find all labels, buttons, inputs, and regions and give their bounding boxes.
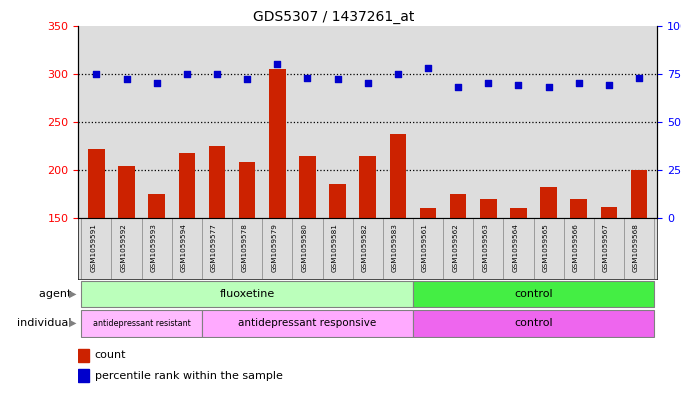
Text: GSM1059567: GSM1059567 xyxy=(603,223,609,272)
Point xyxy=(543,84,554,90)
Point xyxy=(513,82,524,88)
Text: GSM1059565: GSM1059565 xyxy=(543,223,549,272)
Text: GSM1059561: GSM1059561 xyxy=(422,223,428,272)
Point xyxy=(272,61,283,67)
Text: GSM1059578: GSM1059578 xyxy=(241,223,247,272)
Text: individual: individual xyxy=(17,318,75,328)
Text: GDS5307 / 1437261_at: GDS5307 / 1437261_at xyxy=(253,10,414,24)
Text: agent: agent xyxy=(39,289,75,299)
Bar xyxy=(540,187,557,218)
Point xyxy=(362,80,373,86)
Bar xyxy=(419,208,437,218)
Text: ▶: ▶ xyxy=(69,318,77,328)
Bar xyxy=(78,349,89,362)
Point xyxy=(483,80,494,86)
Bar xyxy=(208,146,225,218)
Text: GSM1059591: GSM1059591 xyxy=(91,223,97,272)
Text: antidepressant resistant: antidepressant resistant xyxy=(93,319,191,328)
Text: control: control xyxy=(514,318,553,328)
Text: GSM1059581: GSM1059581 xyxy=(332,223,338,272)
Bar xyxy=(330,184,346,218)
Bar xyxy=(202,310,413,336)
Text: fluoxetine: fluoxetine xyxy=(219,289,274,299)
Point xyxy=(423,65,434,71)
Point xyxy=(302,74,313,81)
Point xyxy=(603,82,614,88)
Bar xyxy=(631,170,648,218)
Text: GSM1059568: GSM1059568 xyxy=(633,223,639,272)
Point xyxy=(332,76,343,83)
Point xyxy=(242,76,253,83)
Text: GSM1059580: GSM1059580 xyxy=(302,223,307,272)
Bar xyxy=(571,199,587,218)
Point xyxy=(91,70,102,77)
Text: ▶: ▶ xyxy=(69,289,77,299)
Text: GSM1059577: GSM1059577 xyxy=(211,223,217,272)
Point xyxy=(573,80,584,86)
Bar xyxy=(510,208,527,218)
Text: GSM1059566: GSM1059566 xyxy=(573,223,579,272)
Point xyxy=(453,84,464,90)
Bar xyxy=(178,152,195,218)
Point xyxy=(151,80,162,86)
Point xyxy=(121,76,132,83)
Text: count: count xyxy=(95,350,126,360)
Bar xyxy=(148,194,165,218)
Bar xyxy=(360,156,376,218)
Bar xyxy=(269,69,285,218)
Bar xyxy=(450,194,466,218)
Bar xyxy=(239,162,255,218)
Bar xyxy=(480,199,496,218)
Bar xyxy=(299,156,316,218)
Text: percentile rank within the sample: percentile rank within the sample xyxy=(95,371,283,381)
Text: GSM1059594: GSM1059594 xyxy=(181,223,187,272)
Bar xyxy=(601,207,617,218)
Point xyxy=(212,70,223,77)
Text: GSM1059593: GSM1059593 xyxy=(151,223,157,272)
Bar xyxy=(413,310,654,336)
Point xyxy=(392,70,403,77)
Text: GSM1059563: GSM1059563 xyxy=(482,223,488,272)
Text: GSM1059564: GSM1059564 xyxy=(513,223,518,272)
Text: control: control xyxy=(514,289,553,299)
Bar xyxy=(118,166,135,218)
Bar xyxy=(390,134,406,218)
Bar xyxy=(413,281,654,307)
Point xyxy=(181,70,192,77)
Point xyxy=(633,74,644,81)
Bar xyxy=(78,369,89,382)
Text: GSM1059592: GSM1059592 xyxy=(121,223,127,272)
Bar xyxy=(81,310,202,336)
Bar xyxy=(88,149,105,218)
Bar xyxy=(81,281,413,307)
Text: antidepressant responsive: antidepressant responsive xyxy=(238,318,377,328)
Text: GSM1059579: GSM1059579 xyxy=(271,223,277,272)
Text: GSM1059562: GSM1059562 xyxy=(452,223,458,272)
Text: GSM1059582: GSM1059582 xyxy=(362,223,368,272)
Text: GSM1059583: GSM1059583 xyxy=(392,223,398,272)
